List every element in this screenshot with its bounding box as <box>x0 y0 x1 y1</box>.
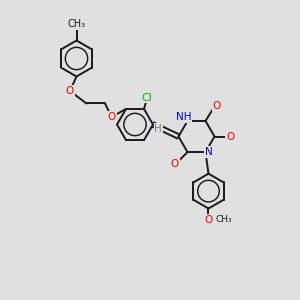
Text: O: O <box>66 86 74 96</box>
Text: N: N <box>205 147 213 157</box>
Text: O: O <box>212 101 221 111</box>
Text: O: O <box>204 215 213 225</box>
Text: CH₃: CH₃ <box>68 19 85 29</box>
Text: O: O <box>171 159 179 169</box>
Text: NH: NH <box>176 112 192 122</box>
Text: CH₃: CH₃ <box>216 215 232 224</box>
Text: Cl: Cl <box>142 92 152 103</box>
Text: O: O <box>226 131 235 142</box>
Text: O: O <box>107 112 116 122</box>
Text: H: H <box>154 124 162 134</box>
